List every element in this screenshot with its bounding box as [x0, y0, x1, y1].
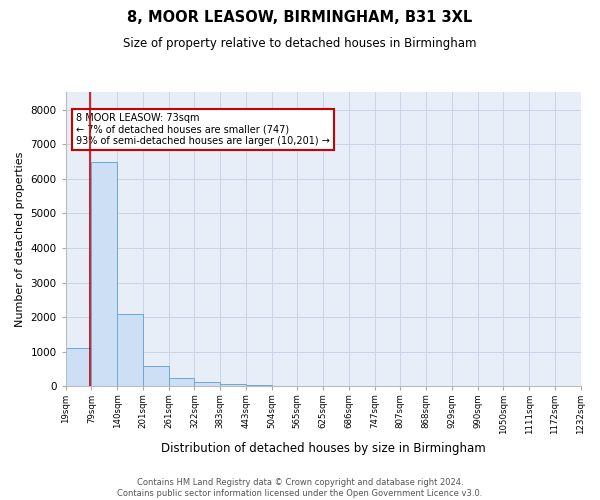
Bar	[66, 348, 91, 387]
Bar	[117, 314, 143, 386]
Bar	[194, 382, 220, 386]
Text: 8, MOOR LEASOW, BIRMINGHAM, B31 3XL: 8, MOOR LEASOW, BIRMINGHAM, B31 3XL	[127, 10, 473, 25]
Bar	[169, 378, 194, 386]
Bar	[220, 384, 246, 386]
Y-axis label: Number of detached properties: Number of detached properties	[15, 152, 25, 327]
Text: Size of property relative to detached houses in Birmingham: Size of property relative to detached ho…	[123, 38, 477, 51]
Bar	[91, 162, 117, 386]
Bar	[143, 366, 169, 386]
Text: Contains HM Land Registry data © Crown copyright and database right 2024.
Contai: Contains HM Land Registry data © Crown c…	[118, 478, 482, 498]
X-axis label: Distribution of detached houses by size in Birmingham: Distribution of detached houses by size …	[161, 442, 485, 455]
Text: 8 MOOR LEASOW: 73sqm
← 7% of detached houses are smaller (747)
93% of semi-detac: 8 MOOR LEASOW: 73sqm ← 7% of detached ho…	[76, 113, 330, 146]
